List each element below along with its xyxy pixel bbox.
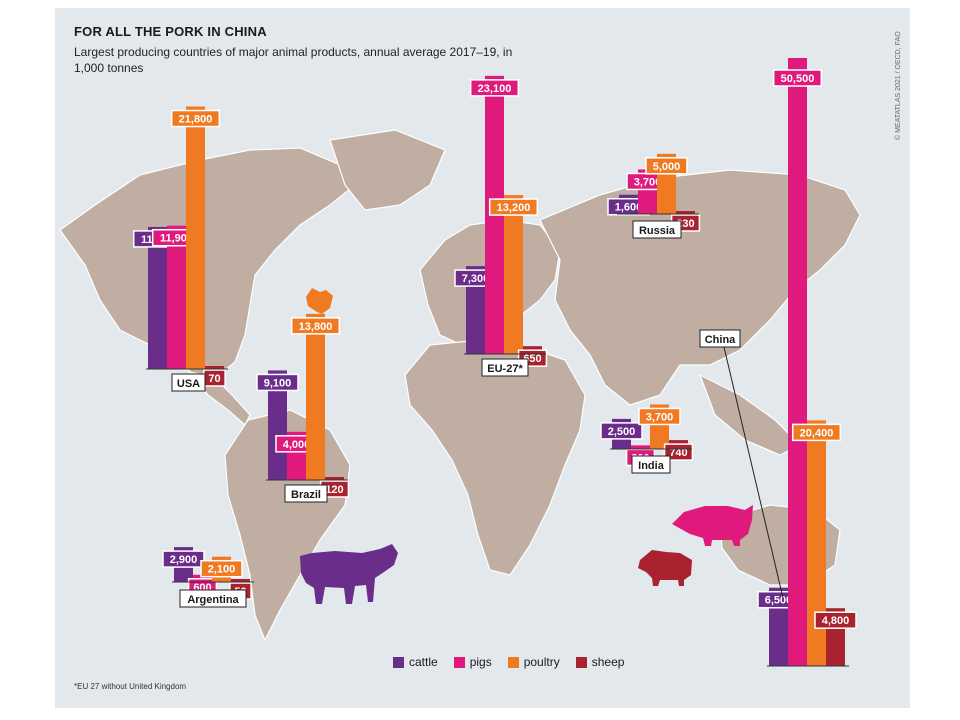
country-label-box-brazil bbox=[284, 484, 328, 503]
china-leader-line bbox=[723, 346, 784, 599]
north-america-landmass bbox=[59, 147, 356, 379]
bar-argentina-sheep bbox=[231, 579, 250, 582]
country-label-india: India bbox=[638, 460, 665, 472]
country-labels: USA Brazil Argentina EU-27* Russia India China bbox=[171, 220, 784, 608]
legend-item-sheep: sheep bbox=[575, 655, 625, 669]
legend: cattle pigs poultry sheep bbox=[393, 655, 624, 669]
country-label-box-argentina bbox=[179, 589, 247, 608]
value-label-box-eu-27-poultry bbox=[488, 198, 539, 216]
value-label-box-india-cattle bbox=[600, 422, 643, 440]
legend-label-pigs: pigs bbox=[469, 655, 492, 669]
value-label-box-eu-27-pigs bbox=[469, 79, 520, 97]
footnote: *EU 27 without United Kingdom bbox=[74, 682, 187, 691]
value-label-box-argentina-cattle bbox=[162, 550, 205, 568]
value-label-russia-poultry: 5,000 bbox=[653, 161, 681, 173]
value-label-brazil-pigs: 4,000 bbox=[283, 439, 311, 451]
country-label-box-russia bbox=[632, 220, 682, 239]
chart-subtitle: Largest producing countries of major ani… bbox=[74, 45, 513, 75]
value-label-brazil-poultry: 13,800 bbox=[299, 321, 333, 333]
value-label-box-india-sheep bbox=[663, 443, 694, 461]
bar-usa-cattle bbox=[148, 226, 167, 369]
chart-title: FOR ALL THE PORK IN CHINA bbox=[74, 24, 267, 39]
country-label-china: China bbox=[705, 334, 736, 346]
value-label-argentina-cattle: 2,900 bbox=[170, 554, 198, 566]
value-label-eu-27-cattle: 7,300 bbox=[462, 273, 490, 285]
value-label-usa-pigs: 11,900 bbox=[160, 233, 193, 245]
legend-label-sheep: sheep bbox=[591, 655, 625, 669]
bar-eu-27-cattle bbox=[466, 266, 485, 354]
bar-india-pigs bbox=[631, 445, 650, 449]
legend-item-pigs: pigs bbox=[453, 655, 492, 669]
bar-russia-sheep bbox=[676, 211, 695, 214]
greenland-landmass bbox=[329, 129, 446, 211]
legend-swatch-sheep bbox=[575, 656, 587, 668]
asia-landmass bbox=[539, 169, 861, 406]
country-label-brazil: Brazil bbox=[291, 489, 321, 501]
value-label-box-usa-poultry bbox=[170, 109, 221, 128]
legend-label-poultry: poultry bbox=[523, 655, 560, 669]
country-label-box-eu-27 bbox=[481, 358, 529, 377]
value-label-russia-pigs: 3,700 bbox=[634, 176, 662, 188]
value-label-brazil-sheep: 120 bbox=[325, 484, 343, 496]
value-label-eu-27-pigs: 23,100 bbox=[478, 83, 512, 95]
value-label-china-cattle: 6,500 bbox=[765, 595, 793, 607]
value-label-china-pigs: 50,500 bbox=[781, 73, 815, 85]
bar-eu-27-poultry bbox=[504, 195, 523, 354]
value-label-china-sheep: 4,800 bbox=[822, 615, 850, 627]
value-label-china-poultry: 20,400 bbox=[800, 427, 834, 439]
bar-china-pigs bbox=[788, 57, 807, 667]
value-label-usa-sheep: 70 bbox=[208, 373, 220, 385]
country-label-russia: Russia bbox=[639, 225, 676, 237]
legend-swatch-pigs bbox=[453, 656, 465, 668]
bar-usa-pigs bbox=[167, 225, 186, 369]
value-label-box-china-sheep bbox=[814, 611, 857, 629]
bar-usa-poultry bbox=[186, 106, 205, 369]
legend-swatch-poultry bbox=[507, 656, 519, 668]
sheep-icon bbox=[638, 550, 692, 586]
source-credit: © MEATATLAS 2021 / OECD, FAO bbox=[895, 31, 902, 140]
value-label-russia-cattle: 1,600 bbox=[615, 202, 643, 214]
value-label-box-china-poultry bbox=[791, 423, 842, 442]
bar-china-poultry bbox=[807, 420, 826, 666]
value-label-box-china-pigs bbox=[772, 69, 823, 87]
value-label-india-poultry: 3,700 bbox=[646, 411, 674, 423]
cow-icon bbox=[300, 544, 398, 604]
value-label-box-india-poultry bbox=[638, 407, 681, 426]
legend-label-cattle: cattle bbox=[409, 655, 438, 669]
africa-landmass bbox=[404, 339, 586, 576]
country-label-usa: USA bbox=[177, 378, 200, 390]
bar-groups: 11,80011,90021,800709,1004,00013,8001202… bbox=[132, 57, 857, 667]
chicken-icon bbox=[306, 288, 333, 314]
bar-brazil-poultry bbox=[306, 313, 325, 480]
pig-icon bbox=[672, 505, 753, 546]
bar-brazil-cattle bbox=[268, 370, 287, 480]
country-label-argentina: Argentina bbox=[187, 594, 239, 606]
country-label-eu-27: EU-27* bbox=[487, 363, 523, 375]
country-label-box-china bbox=[699, 329, 741, 348]
legend-item-cattle: cattle bbox=[393, 655, 438, 669]
bar-usa-sheep bbox=[205, 366, 224, 369]
value-label-brazil-cattle: 9,100 bbox=[264, 377, 292, 389]
country-label-box-india bbox=[631, 455, 671, 474]
value-label-box-brazil-cattle bbox=[256, 373, 299, 392]
value-label-box-argentina-poultry bbox=[200, 559, 243, 578]
value-label-india-cattle: 2,500 bbox=[608, 426, 636, 438]
country-label-box-usa bbox=[171, 373, 206, 392]
legend-item-poultry: poultry bbox=[507, 655, 560, 669]
value-label-eu-27-poultry: 13,200 bbox=[497, 202, 531, 214]
value-label-usa-poultry: 21,800 bbox=[179, 114, 213, 126]
value-label-argentina-poultry: 2,100 bbox=[208, 564, 236, 576]
southeast-asia-landmass bbox=[698, 373, 802, 456]
legend-swatch-cattle bbox=[393, 656, 404, 668]
animal-silhouettes bbox=[300, 288, 753, 604]
value-label-box-russia-poultry bbox=[645, 157, 688, 175]
bar-brazil-sheep bbox=[325, 477, 344, 480]
value-label-india-sheep: 740 bbox=[669, 447, 687, 459]
value-label-box-brazil-poultry bbox=[290, 317, 341, 335]
